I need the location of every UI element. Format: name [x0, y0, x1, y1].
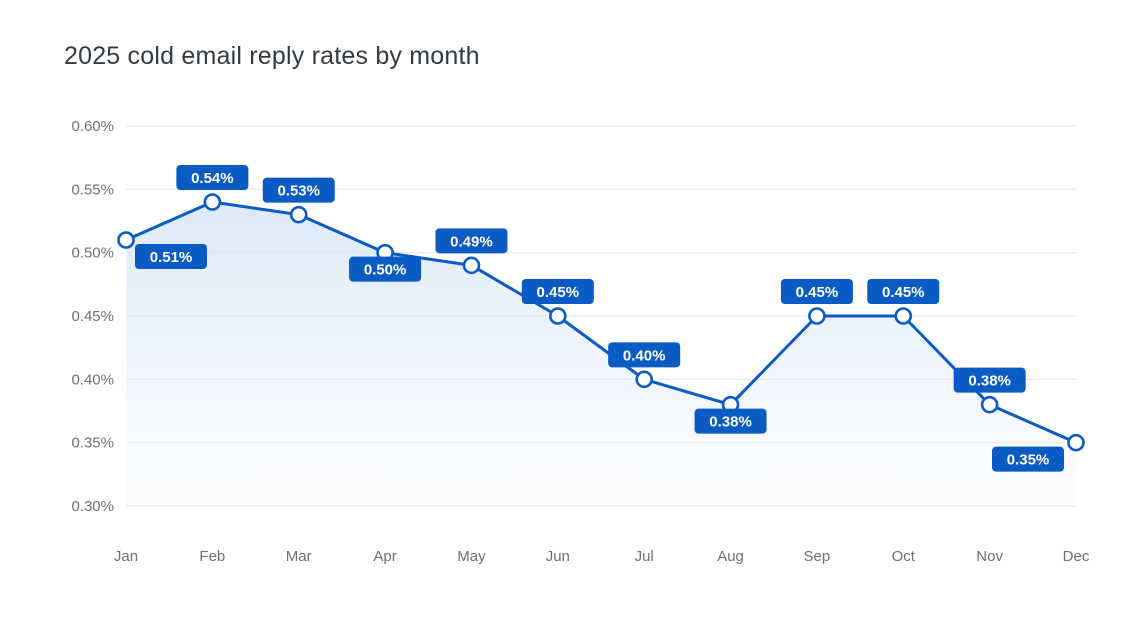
y-tick-label: 0.45%: [71, 308, 114, 325]
data-label-text: 0.40%: [623, 347, 666, 364]
data-label-box: [608, 342, 681, 368]
area-fill: [126, 202, 1076, 506]
data-label-box: [953, 367, 1026, 393]
x-tick-label: Feb: [199, 548, 225, 565]
x-tick-label: Jul: [635, 548, 654, 565]
data-point[interactable]: [117, 231, 135, 249]
data-point[interactable]: [203, 193, 222, 211]
data-label-text: 0.54%: [191, 170, 234, 187]
data-label: 0.50%: [349, 256, 422, 282]
data-label: 0.38%: [694, 408, 767, 434]
data-label-text: 0.35%: [1007, 452, 1050, 469]
x-tick-label: Apr: [373, 548, 396, 565]
data-label-box: [349, 256, 422, 282]
series-line: [124, 200, 1078, 445]
y-tick-label: 0.55%: [71, 181, 114, 198]
data-label-box: [176, 165, 249, 190]
data-point[interactable]: [635, 370, 653, 389]
data-label: 0.54%: [176, 165, 249, 190]
data-label-text: 0.45%: [796, 284, 839, 301]
data-point[interactable]: [808, 307, 826, 325]
x-tick-label: Dec: [1063, 548, 1090, 565]
data-label-text: 0.38%: [709, 414, 752, 431]
data-label: 0.45%: [780, 279, 853, 304]
data-label-text: 0.38%: [968, 373, 1011, 390]
data-label-text: 0.51%: [150, 249, 193, 266]
data-label: 0.45%: [867, 279, 940, 304]
data-label-box: [694, 408, 767, 434]
y-tick-label: 0.60%: [71, 118, 114, 135]
data-label: 0.53%: [262, 177, 335, 203]
x-tick-label: Jun: [546, 548, 570, 565]
data-point[interactable]: [462, 256, 481, 275]
data-point[interactable]: [1067, 433, 1085, 452]
data-label: 0.40%: [608, 342, 681, 368]
x-tick-label: Oct: [892, 548, 916, 565]
x-tick-label: Jan: [114, 548, 138, 565]
y-tick-label: 0.40%: [71, 371, 114, 388]
data-label-box: [780, 279, 853, 304]
x-tick-label: May: [457, 548, 486, 565]
data-label: 0.38%: [953, 367, 1026, 393]
y-tick-label: 0.35%: [71, 435, 114, 452]
y-tick-label: 0.30%: [71, 498, 114, 515]
data-label: 0.49%: [435, 228, 508, 254]
data-label-box: [135, 244, 207, 269]
x-tick-label: Sep: [804, 548, 831, 565]
data-point[interactable]: [549, 307, 567, 325]
data-label-box: [521, 279, 594, 304]
x-tick-label: Aug: [717, 548, 744, 565]
data-label: 0.45%: [521, 279, 594, 304]
data-label-text: 0.50%: [364, 262, 407, 279]
data-label-text: 0.45%: [882, 284, 925, 301]
data-label: 0.35%: [992, 446, 1064, 472]
data-label-box: [992, 446, 1064, 472]
x-tick-label: Mar: [286, 548, 312, 565]
data-label-text: 0.45%: [537, 284, 580, 301]
data-label-box: [435, 228, 508, 254]
data-label-text: 0.53%: [277, 183, 320, 200]
data-label-text: 0.49%: [450, 233, 493, 250]
x-tick-label: Nov: [976, 548, 1003, 565]
data-point[interactable]: [289, 205, 308, 224]
data-point[interactable]: [980, 395, 999, 414]
chart-title: 2025 cold email reply rates by month: [64, 42, 480, 70]
data-label-box: [867, 279, 940, 304]
data-label: 0.51%: [135, 244, 207, 269]
data-label-box: [262, 177, 335, 203]
data-point[interactable]: [894, 307, 913, 325]
y-tick-label: 0.50%: [71, 245, 114, 262]
